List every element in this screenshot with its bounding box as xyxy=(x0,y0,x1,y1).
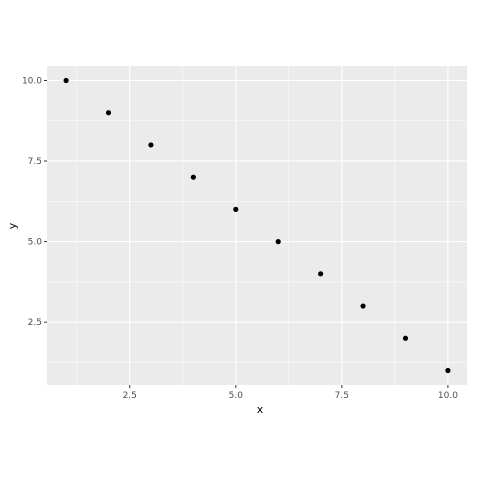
y-tick-label: 7.5 xyxy=(28,157,42,167)
data-point xyxy=(360,303,366,309)
x-tick-label: 10.0 xyxy=(438,391,458,401)
data-point xyxy=(105,110,112,116)
x-axis-ticks: 2.5 5.0 7.5 10.0 xyxy=(123,385,458,401)
plot-panel xyxy=(47,66,467,385)
y-tick-label: 10.0 xyxy=(22,77,42,87)
minor-gridlines xyxy=(47,66,467,385)
data-point xyxy=(445,367,451,374)
data-point xyxy=(63,77,69,84)
data-point xyxy=(190,174,196,180)
y-axis-title: y xyxy=(6,222,19,229)
major-gridlines xyxy=(47,66,467,385)
x-tick-label: 5.0 xyxy=(229,391,244,401)
x-axis-title: x xyxy=(257,403,264,416)
data-point xyxy=(148,142,154,148)
data-point xyxy=(318,271,324,277)
data-point xyxy=(275,239,281,245)
x-tick-label: 2.5 xyxy=(123,391,137,401)
data-point xyxy=(233,206,239,212)
y-axis-ticks: 2.5 5.0 7.5 10.0 xyxy=(22,77,47,328)
data-point xyxy=(402,335,409,341)
y-tick-label: 5.0 xyxy=(28,238,43,248)
data-points xyxy=(63,77,451,374)
x-tick-label: 7.5 xyxy=(335,391,349,401)
y-tick-label: 2.5 xyxy=(28,318,42,328)
